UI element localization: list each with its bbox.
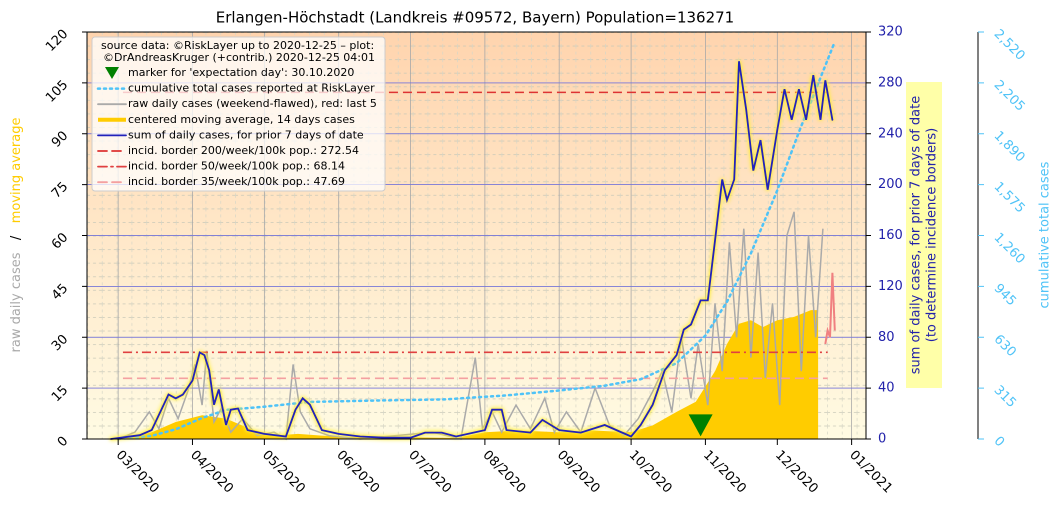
y-tick-label: 105 [43,78,71,106]
legend-label: marker for 'expectation day': 30.10.2020 [128,66,354,79]
x-tick-label: 04/2020 [187,448,236,497]
raw-cases-recent-line [824,272,836,345]
legend-label: incid. border 35/week/100k pop.: 47.69 [128,175,345,188]
weekly-sum-line [110,61,834,440]
legend-label: incid. border 50/week/100k pop.: 68.14 [128,160,345,173]
x-tick-label: 03/2020 [113,448,162,497]
cumulative-line [116,40,837,441]
y3-tick-label: 1,575 [991,179,1028,216]
y3-tick-label: 315 [991,383,1019,411]
x-tick-label: 01/2021 [846,448,895,497]
chart-title: Erlangen-Höchstadt (Landkreis #09572, Ba… [216,9,734,27]
legend-header: source data: ©RiskLayer up to 2020-12-25… [101,39,374,52]
y2-tick-label: 80 [878,330,895,345]
x-tick-label: 11/2020 [700,448,749,497]
legend-label: cumulative total cases reported at RiskL… [128,82,375,95]
y2-tick-label: 240 [878,126,903,141]
y-tick-label: 30 [49,332,71,354]
y2-tick-label: 200 [878,177,903,192]
y-tick-label: 15 [49,383,71,405]
y2-label-background [906,82,942,388]
x-tick-label: 05/2020 [259,448,308,497]
x-tick-label: 09/2020 [554,448,603,497]
legend-label: raw daily cases (weekend-flawed), red: l… [128,97,377,110]
y-tick-label: 75 [49,179,71,201]
y3-axis-label: cumulative total cases [1038,161,1053,308]
y2-tick-label: 280 [878,75,903,90]
y3-tick-label: 1,890 [991,128,1028,165]
legend-label: sum of daily cases, for prior 7 days of … [128,128,364,141]
y-tick-label: 60 [49,230,71,252]
y3-tick-label: 2,520 [991,27,1028,64]
legend-label: incid. border 200/week/100k pop.: 272.54 [128,144,359,157]
y2-tick-label: 320 [878,25,903,40]
y-tick-label: 120 [43,27,71,55]
x-tick-label: 06/2020 [333,448,382,497]
y-tick-label: 90 [49,128,71,150]
y-axis-label: raw daily cases / moving average [9,118,24,353]
y2-tick-label: 40 [878,381,895,396]
y-tick-label: 45 [49,281,71,303]
y2-tick-label: 0 [878,432,886,447]
y2-axis-label: (to determine incidence borders) [925,128,940,343]
x-tick-label: 07/2020 [405,448,454,497]
y3-tick-label: 630 [991,332,1019,360]
legend-label: centered moving average, 14 days cases [128,113,355,126]
raw-cases-line [117,211,824,441]
y3-tick-label: 0 [991,434,1007,450]
y-tick-label: 0 [55,434,71,450]
moving-average-area [118,310,819,439]
legend-swatch [105,67,119,79]
y3-tick-label: 2,205 [991,78,1028,115]
y2-tick-label: 120 [878,279,903,294]
y2-tick-label: 160 [878,228,903,243]
y2-axis-label: sum of daily cases, for prior 7 days of … [909,96,924,375]
x-tick-label: 12/2020 [772,448,821,497]
x-tick-label: 10/2020 [626,448,675,497]
y3-tick-label: 1,260 [991,230,1028,267]
x-tick-label: 08/2020 [480,448,529,497]
y-axis-label-part: / [9,235,24,240]
y-axis-label-part: raw daily cases [9,252,24,352]
legend-header: ©DrAndreasKruger (+contrib.) 2020-12-25 … [103,51,375,64]
legend-box [91,36,386,192]
y3-tick-label: 945 [991,281,1019,309]
expectation-day-marker [688,414,713,437]
y-axis-label-part: moving average [9,118,24,224]
